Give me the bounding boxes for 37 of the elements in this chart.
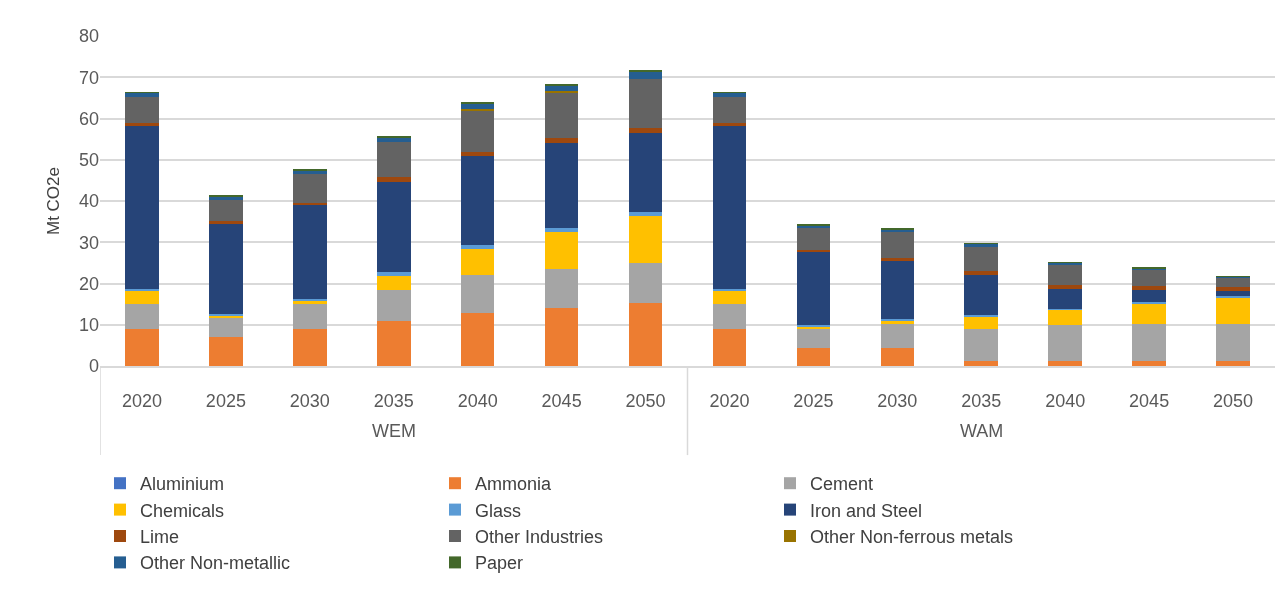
- x-tick-label: 2050: [1213, 391, 1254, 412]
- x-tick-label: 2025: [205, 391, 246, 412]
- x-tick-label: 2040: [1045, 391, 1086, 412]
- x-tick-label: 2045: [541, 391, 582, 412]
- y-tick-label: 50: [78, 150, 99, 171]
- legend-label: Other Non-ferrous metals: [810, 527, 1014, 548]
- legend-label: Chemicals: [140, 500, 225, 521]
- legend-label: Glass: [475, 500, 522, 521]
- legend-label: Paper: [475, 553, 524, 574]
- x-tick-label: 2020: [709, 391, 750, 412]
- y-tick-label: 0: [88, 356, 99, 377]
- x-tick-label: 2035: [961, 391, 1002, 412]
- y-tick-label: 20: [78, 273, 99, 294]
- x-tick-label: 2030: [877, 391, 918, 412]
- legend-label: Cement: [810, 474, 874, 495]
- legend-label: Lime: [140, 527, 180, 548]
- y-tick-label: 40: [78, 191, 99, 212]
- x-tick-label: 2030: [289, 391, 330, 412]
- legend-label: Aluminium: [140, 474, 225, 495]
- x-tick-label: 2040: [457, 391, 498, 412]
- x-tick-label: 2035: [373, 391, 414, 412]
- x-tick-label: 2020: [121, 391, 162, 412]
- legend-label: Other Non-metallic: [140, 553, 291, 574]
- text: WEM: [372, 421, 416, 441]
- y-tick-label: 30: [78, 232, 99, 253]
- y-axis-title: Mt CO2e: [43, 166, 63, 236]
- x-tick-label: 2050: [625, 391, 666, 412]
- y-tick-label: 60: [78, 108, 99, 129]
- legend-label: Iron and Steel: [810, 500, 923, 521]
- y-tick-label: 70: [78, 67, 99, 88]
- y-tick-label: 10: [78, 315, 99, 336]
- x-tick-label: 2045: [1129, 391, 1170, 412]
- legend-label: Ammonia: [475, 474, 553, 495]
- x-tick-label: 2025: [793, 391, 834, 412]
- y-tick-label: 80: [78, 26, 99, 47]
- text: WAM: [960, 421, 1004, 441]
- legend-label: Other Industries: [475, 527, 604, 548]
